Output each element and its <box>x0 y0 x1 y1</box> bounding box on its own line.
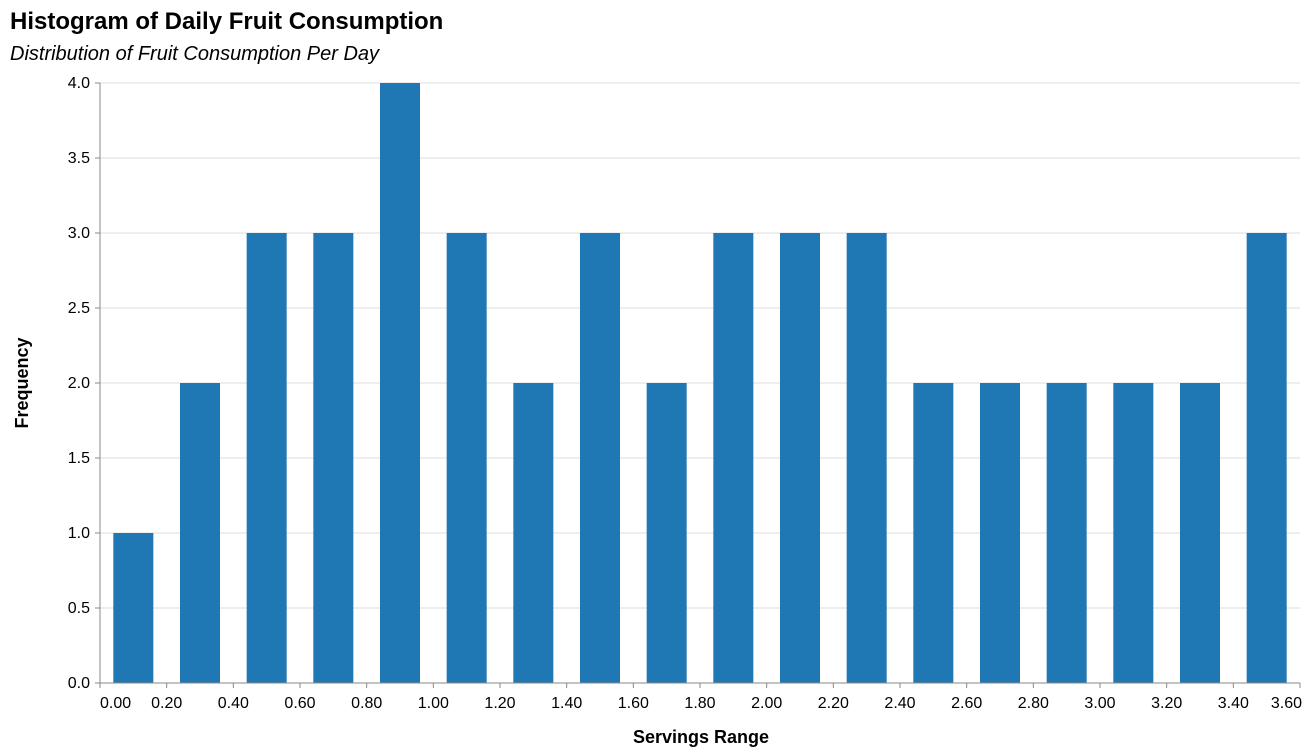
histogram-bar <box>846 233 887 683</box>
axes <box>95 82 1301 688</box>
x-tick-label: 3.20 <box>1151 695 1182 712</box>
histogram-bar <box>246 233 287 683</box>
x-tick-label: 2.60 <box>951 695 982 712</box>
histogram-bar <box>313 233 354 683</box>
x-tick-label: 2.40 <box>884 695 915 712</box>
y-tick-label: 1.5 <box>68 450 90 467</box>
histogram-bar <box>180 383 220 683</box>
histogram-bar <box>446 233 487 683</box>
x-tick-label: 2.00 <box>751 695 782 712</box>
x-axis-title: Servings Range <box>633 727 769 747</box>
x-tick-label: 1.00 <box>418 695 449 712</box>
histogram-bar <box>913 383 954 683</box>
x-tick-label: 0.80 <box>351 695 382 712</box>
histogram-bar <box>980 383 1020 683</box>
chart-subtitle: Distribution of Fruit Consumption Per Da… <box>10 43 380 65</box>
histogram-bar <box>1046 383 1087 683</box>
y-tick-label: 2.0 <box>68 375 90 392</box>
y-tick-label: 0.5 <box>68 600 90 617</box>
x-tick-label: 0.40 <box>218 695 249 712</box>
histogram-bar <box>1113 383 1154 683</box>
y-tick-label: 3.0 <box>68 225 90 242</box>
y-tick-label: 1.0 <box>68 525 90 542</box>
x-tick-label: 1.60 <box>618 695 649 712</box>
x-tick-label: 3.60 <box>1271 695 1302 712</box>
histogram-bar <box>580 233 620 683</box>
histogram-bar <box>1246 233 1287 683</box>
x-tick-label: 0.20 <box>151 695 182 712</box>
x-tick-label: 0.00 <box>100 695 131 712</box>
histogram-bar <box>780 233 820 683</box>
x-tick-label: 2.20 <box>818 695 849 712</box>
x-tick-label: 3.00 <box>1084 695 1115 712</box>
histogram-bar <box>380 83 420 683</box>
gridlines <box>100 82 1300 684</box>
tick-labels: 0.0 0.5 1.0 1.5 2.0 2.5 3.0 3.5 4.0 0.00 0.20 0.40 0… <box>68 75 1302 712</box>
y-tick-label: 4.0 <box>68 75 90 92</box>
x-tick-label: 1.20 <box>484 695 515 712</box>
histogram-bar <box>1180 383 1220 683</box>
x-tick-label: 2.80 <box>1018 695 1049 712</box>
histogram-bar <box>113 533 154 683</box>
x-tick-label: 1.80 <box>684 695 715 712</box>
x-tick-label: 1.40 <box>551 695 582 712</box>
histogram-bar <box>513 383 554 683</box>
histogram-bar <box>646 383 687 683</box>
y-axis-title: Frequency <box>12 337 32 428</box>
x-tick-label: 3.40 <box>1218 695 1249 712</box>
x-tick-label: 0.60 <box>284 695 315 712</box>
histogram-bar <box>713 233 754 683</box>
y-tick-label: 0.0 <box>68 675 90 692</box>
y-tick-label: 3.5 <box>68 150 90 167</box>
chart-title: Histogram of Daily Fruit Consumption <box>10 8 443 35</box>
bars <box>113 83 1287 683</box>
y-tick-label: 2.5 <box>68 300 90 317</box>
